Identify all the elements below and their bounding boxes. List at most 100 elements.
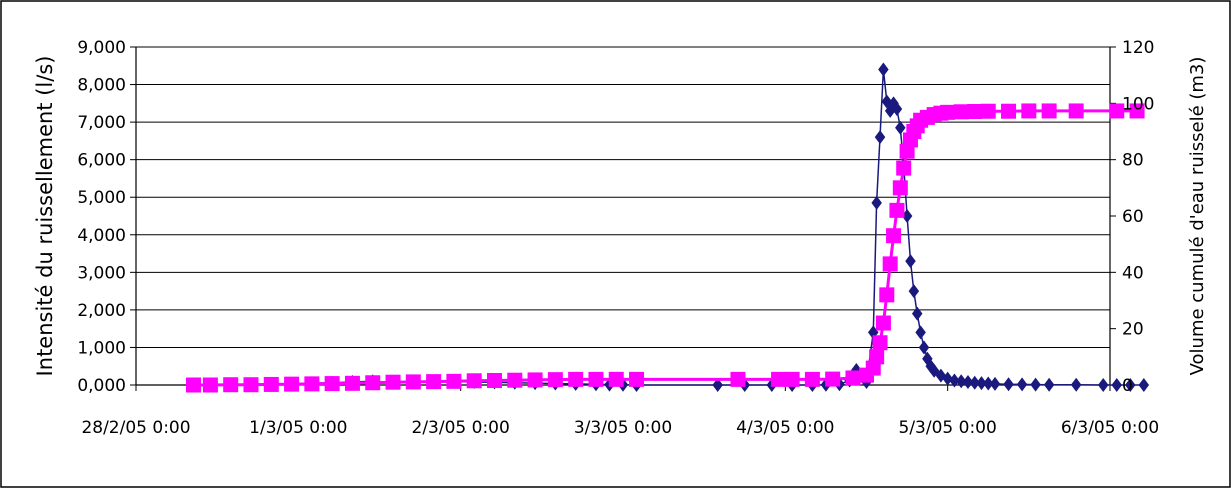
data-point-diamond [1030,377,1041,392]
data-point-diamond [955,374,967,389]
data-point-square [385,374,401,390]
data-point-diamond [895,120,906,135]
x-tick-label: 1/3/05 0:00 [249,418,347,438]
data-point-diamond [989,376,1001,391]
data-point-square [1129,103,1145,119]
data-point-square [629,371,645,387]
data-point-diamond [942,371,953,386]
y-tick-label-right: 120 [1122,38,1154,58]
data-point-square [879,287,895,303]
data-point-square [202,377,218,393]
data-point-diamond [983,376,994,391]
data-point-square [263,376,279,392]
data-point-diamond [871,195,882,210]
data-point-diamond [1097,378,1109,392]
x-tick-label: 2/3/05 0:00 [412,418,510,438]
data-point-square [899,143,915,159]
data-point-diamond [1016,377,1028,392]
data-point-diamond [911,306,923,321]
data-point-square [967,104,983,120]
data-point-square [872,335,888,351]
data-point-square [466,373,482,389]
data-point-diamond [1125,378,1136,392]
data-point-square [1041,103,1057,119]
data-point-diamond [712,378,723,392]
y-tick-label-left: 1,000 [77,338,126,358]
data-point-square [889,202,905,218]
data-point-diamond [1138,378,1150,392]
data-point-diamond [1070,377,1082,392]
data-point-diamond [874,130,886,145]
data-point-square [825,371,841,387]
data-point-diamond [1111,378,1123,392]
data-point-square [507,372,523,388]
y-tick-label-left: 9,000 [77,38,126,58]
data-point-square [886,228,902,244]
data-point-square [223,377,239,393]
data-point-square [865,360,881,376]
y-tick-label-left: 5,000 [77,188,126,208]
y-axis-title-left: Intensité du ruissellement (l/s) [33,56,57,377]
data-point-diamond [976,376,987,391]
y-tick-label-right: 80 [1122,151,1144,171]
y-axis-title-right: Volume cumulé d'eau ruisselé (m3) [1187,57,1208,376]
data-point-diamond [962,374,974,389]
y-tick-label-left: 8,000 [77,76,126,96]
data-point-square [365,375,381,391]
x-tick-label: 28/2/05 0:00 [81,418,190,438]
data-point-diamond [901,209,913,223]
data-point-diamond [908,284,920,299]
data-point-square [324,376,340,392]
data-point-square [527,372,543,388]
data-point-square [1109,103,1125,119]
data-point-square [304,376,320,392]
data-point-square [344,375,360,391]
data-point-square [185,377,201,393]
data-point-square [588,371,604,387]
data-point-square [771,371,787,387]
series-layer [185,62,1150,393]
y-tick-label-left: 4,000 [77,226,126,246]
x-tick-label: 3/3/05 0:00 [574,418,672,438]
data-point-diamond [915,325,926,340]
data-point-square [892,180,908,196]
data-point-square [446,373,462,389]
tick-labels: 0,000 1,000 2,000 3,000 4,000 5,000 6,000 7,000… [77,38,1159,438]
gridlines [136,46,1110,348]
data-point-square [608,371,624,387]
x-tick-label: 4/3/05 0:00 [736,418,834,438]
x-tick-label: 6/3/05 0:00 [1061,418,1159,438]
y-tick-label-right: 60 [1122,207,1144,227]
y-tick-label-left: 0,000 [77,376,126,396]
data-point-square [953,104,969,120]
y-tick-label-left: 6,000 [77,151,126,171]
y-tick-label-right: 100 [1122,94,1154,114]
y-tick-label-left: 3,000 [77,263,126,283]
data-point-square [730,371,746,387]
data-point-square [804,371,820,387]
data-point-diamond [969,375,980,390]
data-point-square [1021,103,1037,119]
data-point-square [568,371,584,387]
data-point-diamond [1043,377,1055,392]
series-2 [185,103,1145,393]
data-point-diamond [918,340,930,355]
data-point-square [980,103,996,119]
data-point-square [875,315,891,331]
data-point-square [284,376,300,392]
y-tick-label-left: 2,000 [77,301,126,321]
data-point-square [896,160,912,176]
data-point-square [405,374,421,390]
data-point-diamond [891,101,903,116]
x-tick-label: 5/3/05 0:00 [899,418,997,438]
data-point-square [486,372,502,388]
data-point-square [869,349,885,365]
y-tick-label-right: 0 [1122,376,1133,396]
data-point-square [426,374,442,390]
data-point-square [882,256,898,272]
data-point-diamond [905,254,916,269]
data-point-square [243,377,259,393]
